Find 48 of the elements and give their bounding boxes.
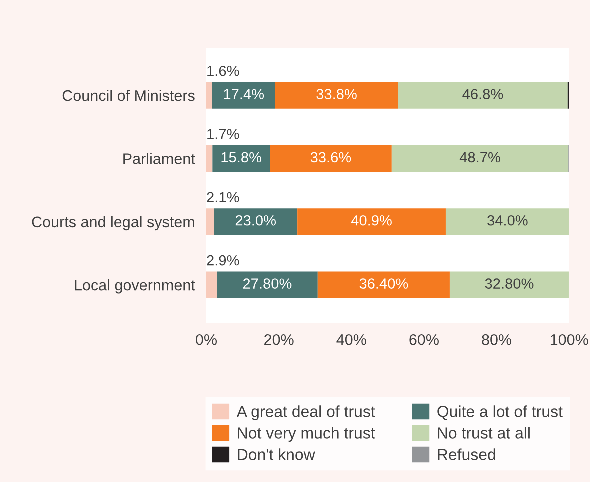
legend-label: Quite a lot of trust xyxy=(438,406,563,420)
legend-label: A great deal of trust xyxy=(236,406,376,421)
data-label: 36.40% xyxy=(360,278,408,289)
legend-label: Not very much trust xyxy=(238,427,376,442)
bar xyxy=(450,272,569,298)
bar xyxy=(392,145,569,172)
bar xyxy=(275,82,398,109)
bar xyxy=(206,82,212,109)
data-label: 2.1% xyxy=(207,192,240,203)
bar xyxy=(298,208,446,236)
y-tick-label: Local government xyxy=(75,280,196,294)
data-label: 23.0% xyxy=(236,215,276,226)
y-tick-label: Courts and legal system xyxy=(32,216,194,231)
data-label: 1.6% xyxy=(208,66,240,76)
x-tick-label: 20% xyxy=(264,334,294,346)
bar xyxy=(206,208,214,236)
bar xyxy=(446,208,570,236)
bar xyxy=(212,82,276,109)
bar xyxy=(206,272,218,298)
x-tick-label: 0% xyxy=(196,334,217,346)
bar xyxy=(318,272,450,298)
x-tick-label: 100% xyxy=(550,334,588,346)
data-label: 33.6% xyxy=(310,152,352,163)
bar xyxy=(398,82,568,109)
data-label: 48.7% xyxy=(460,152,500,163)
data-label: 46.8% xyxy=(462,89,504,100)
data-label: 34.0% xyxy=(488,215,528,226)
y-tick-label: Council of Ministers xyxy=(62,90,195,102)
legend-label: Don't know xyxy=(238,448,316,460)
x-tick-label: 80% xyxy=(482,334,512,346)
x-tick-label: 60% xyxy=(410,334,439,346)
legend-label: No trust at all xyxy=(438,427,530,439)
bar xyxy=(217,272,318,298)
bar xyxy=(270,145,392,172)
data-label: 32.80% xyxy=(485,278,534,289)
x-tick-label: 40% xyxy=(336,334,366,346)
data-label: 40.9% xyxy=(351,215,392,226)
bar xyxy=(212,145,270,172)
legend-label: Refused xyxy=(438,448,496,460)
data-label: 33.8% xyxy=(316,89,357,100)
y-tick-label: Parliament xyxy=(124,153,196,164)
data-label: 17.4% xyxy=(224,89,264,100)
data-label: 2.9% xyxy=(207,255,240,266)
bar xyxy=(206,145,213,172)
data-label: 27.80% xyxy=(243,278,292,289)
data-label: 15.8% xyxy=(222,152,262,163)
data-label: 1.7% xyxy=(208,129,240,140)
bar xyxy=(214,208,298,236)
